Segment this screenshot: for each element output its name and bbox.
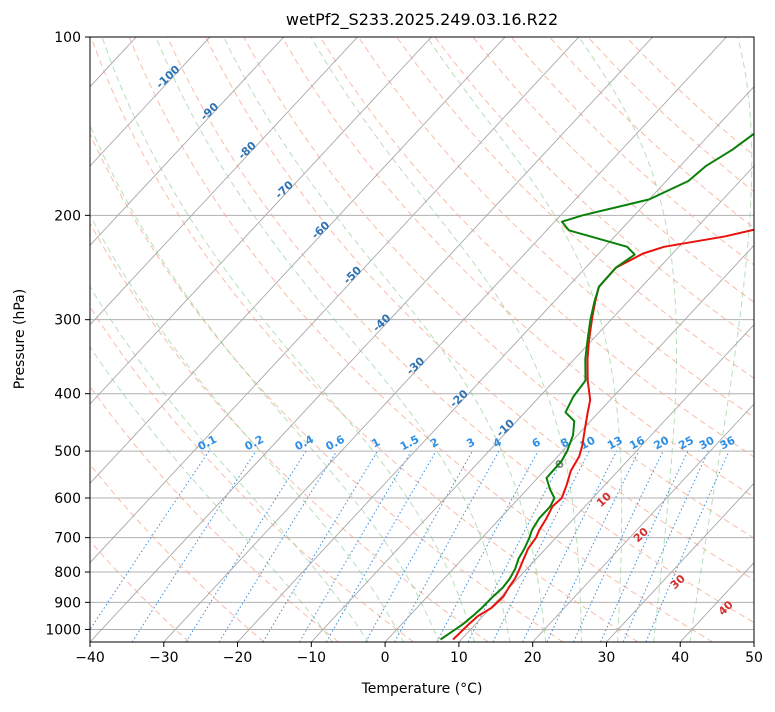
isotherm-line (754, 37, 775, 642)
y-tick-label: 300 (54, 313, 81, 329)
y-axis-label: Pressure (hPa) (12, 289, 28, 389)
chart-title: wetPf2_S233.2025.249.03.16.R22 (286, 10, 558, 30)
y-tick-label: 800 (54, 565, 81, 581)
x-tick-label: 10 (450, 650, 468, 666)
y-tick-label: 1000 (45, 622, 81, 638)
x-tick-label: −30 (149, 650, 179, 666)
x-tick-label: −40 (75, 650, 105, 666)
y-tick-label: 200 (54, 208, 81, 224)
x-tick-label: 0 (381, 650, 390, 666)
x-tick-label: −10 (297, 650, 327, 666)
y-tick-label: 600 (54, 491, 81, 507)
plot-background (90, 37, 754, 642)
x-tick-label: 50 (745, 650, 763, 666)
y-tick-label: 400 (54, 387, 81, 403)
x-tick-label: 30 (598, 650, 616, 666)
y-tick-label: 500 (54, 444, 81, 460)
y-tick-label: 100 (54, 30, 81, 46)
x-tick-label: 20 (524, 650, 542, 666)
x-tick-label: 40 (671, 650, 689, 666)
isotherm-line (0, 37, 62, 642)
x-axis-label: Temperature (°C) (361, 681, 483, 697)
y-tick-label: 700 (54, 531, 81, 547)
y-tick-label: 900 (54, 595, 81, 611)
x-tick-label: −20 (223, 650, 253, 666)
